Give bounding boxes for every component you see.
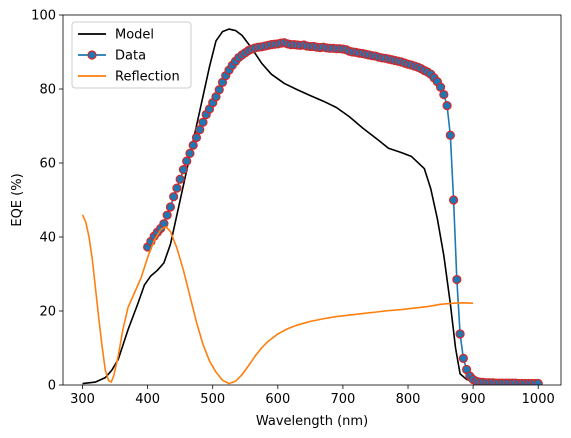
x-tick-label: 400: [135, 392, 160, 407]
legend-marker: [87, 50, 97, 60]
data-point: [175, 174, 185, 184]
legend: Model Data Reflection: [71, 21, 192, 89]
x-tick-label: 500: [200, 392, 225, 407]
y-axis-label: EQE (%): [10, 173, 25, 226]
series-line-reflection: [81, 214, 474, 385]
data-point: [195, 125, 205, 135]
y-tick-label: 20: [39, 305, 56, 320]
x-axis: 300 400 500 600 700 800 900 1000: [70, 385, 555, 407]
data-point: [214, 85, 224, 95]
plot-frame: [62, 14, 562, 386]
legend-frame: [71, 21, 192, 89]
data-point: [452, 274, 462, 285]
data-point: [439, 89, 449, 100]
y-tick-label: 0: [48, 379, 56, 394]
y-tick-label: 60: [39, 157, 56, 172]
data-point: [185, 148, 195, 158]
data-point: [162, 210, 172, 220]
x-tick-label: 800: [396, 392, 421, 407]
legend-label-data: Data: [115, 49, 146, 64]
data-point: [533, 378, 543, 385]
y-tick-label: 100: [31, 9, 56, 24]
x-tick-label: 300: [70, 392, 95, 407]
data-point: [188, 140, 198, 150]
data-point: [182, 156, 192, 166]
data-point: [191, 132, 202, 143]
data-point: [172, 183, 182, 193]
data-point: [198, 117, 208, 127]
x-tick-label: 900: [461, 392, 486, 407]
data-point: [458, 353, 468, 363]
legend-label-reflection: Reflection: [115, 70, 180, 85]
y-tick-label: 80: [39, 83, 56, 98]
data-point: [455, 329, 465, 339]
data-point: [165, 202, 176, 212]
data-point: [448, 195, 459, 205]
x-tick-label: 1000: [522, 392, 555, 407]
x-tick-label: 700: [331, 392, 356, 407]
y-axis: 0 20 40 60 80 100: [31, 9, 63, 394]
data-point: [445, 130, 455, 140]
y-tick-label: 40: [39, 231, 56, 246]
data-point: [169, 192, 179, 202]
x-axis-label: Wavelength (nm): [256, 414, 368, 429]
data-point: [435, 82, 446, 92]
data-point: [442, 101, 452, 111]
legend-label-model: Model: [115, 28, 154, 43]
x-tick-label: 600: [265, 392, 290, 407]
data-point: [178, 165, 189, 175]
series-layer: [81, 28, 543, 385]
